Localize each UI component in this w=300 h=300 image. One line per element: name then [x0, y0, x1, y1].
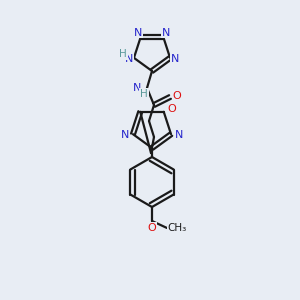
- Text: CH₃: CH₃: [167, 223, 187, 233]
- Text: O: O: [148, 223, 156, 233]
- Text: N: N: [171, 54, 179, 64]
- Text: O: O: [172, 91, 182, 101]
- Text: O: O: [167, 104, 176, 114]
- Text: N: N: [134, 28, 142, 38]
- Text: N: N: [162, 28, 170, 38]
- Text: N: N: [125, 54, 134, 64]
- Text: N: N: [121, 130, 129, 140]
- Text: N: N: [175, 130, 183, 140]
- Text: N: N: [133, 83, 141, 93]
- Text: H: H: [119, 49, 127, 59]
- Text: H: H: [140, 89, 148, 99]
